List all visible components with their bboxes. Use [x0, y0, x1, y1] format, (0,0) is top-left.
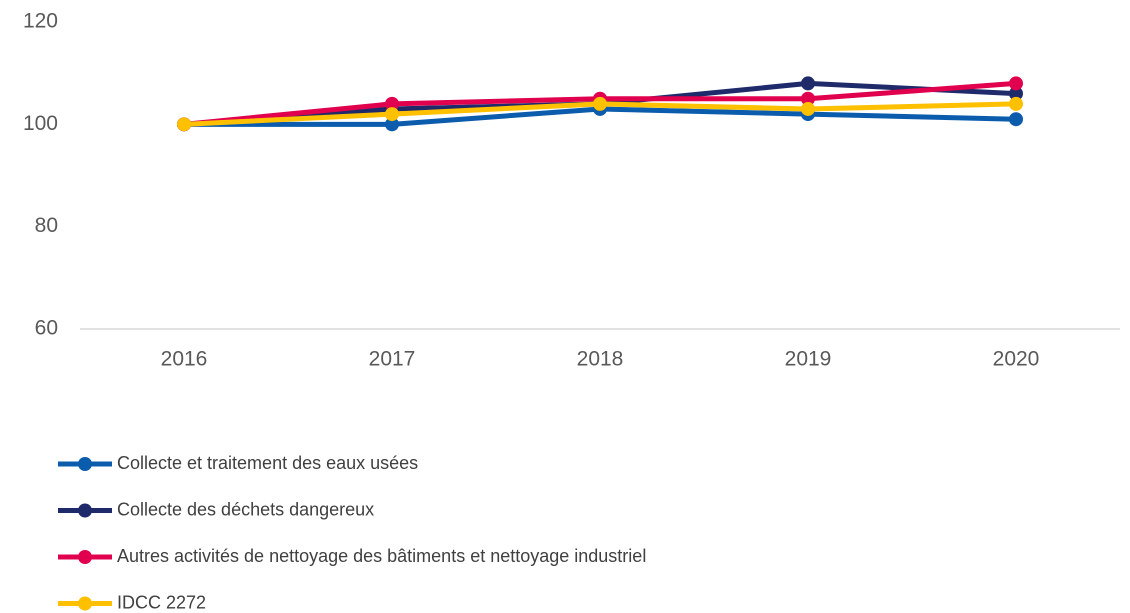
point	[385, 107, 399, 122]
y-tick-label: 80	[35, 214, 58, 237]
point	[801, 76, 815, 91]
y-tick-label: 100	[23, 112, 58, 135]
legend-marker	[78, 596, 92, 611]
legend-marker	[78, 550, 92, 564]
x-tick-label: 2017	[369, 348, 416, 371]
point	[1009, 96, 1023, 111]
x-tick-label: 2020	[993, 348, 1040, 371]
legend-marker	[78, 457, 92, 471]
point	[385, 96, 399, 111]
x-tick-label: 2019	[785, 348, 832, 371]
legend-label: Autres activités de nettoyage des bâtime…	[117, 546, 646, 566]
point	[385, 117, 399, 132]
legend-label: Collecte et traitement des eaux usées	[117, 453, 418, 473]
point	[1009, 112, 1023, 127]
point	[1009, 86, 1023, 101]
point	[801, 101, 815, 116]
legend-marker	[78, 503, 92, 518]
legend-label: Collecte des déchets dangereux	[117, 499, 374, 519]
legend-label: IDCC 2272	[117, 592, 206, 612]
y-tick-label: 60	[35, 317, 58, 340]
point	[1009, 76, 1023, 91]
y-tick-label: 120	[23, 10, 58, 33]
x-tick-label: 2016	[161, 348, 208, 371]
point	[593, 96, 607, 111]
x-tick-label: 2018	[577, 348, 624, 371]
point	[801, 91, 815, 106]
point	[177, 117, 191, 132]
